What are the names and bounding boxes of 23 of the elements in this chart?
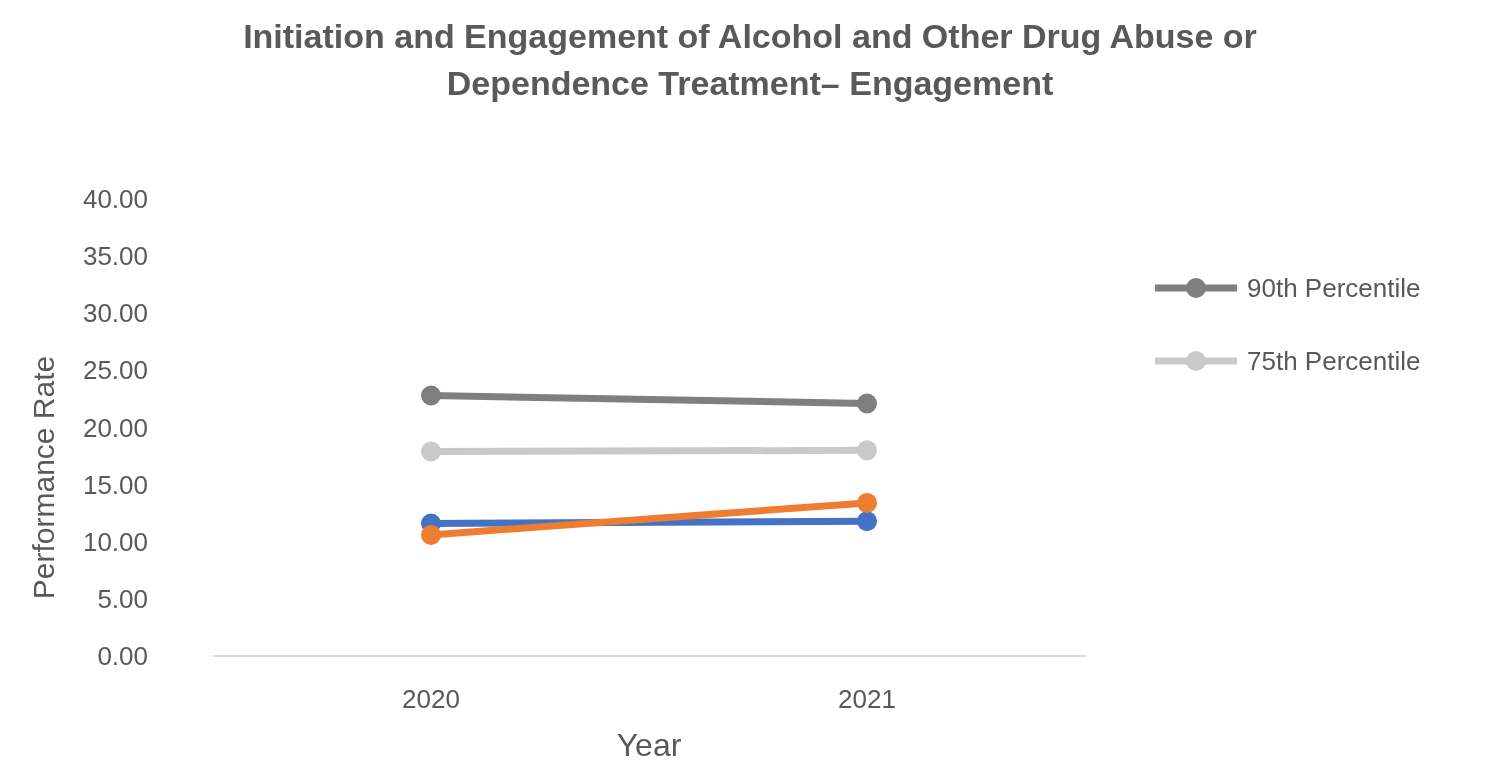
y-tick-label: 0.00 [97, 641, 148, 672]
point [857, 393, 877, 414]
y-tick-label: 10.00 [82, 526, 148, 557]
y-tick-label: 30.00 [82, 298, 148, 329]
y-tick-label: 40.00 [82, 184, 148, 215]
point [421, 524, 441, 545]
point [857, 492, 877, 513]
point [421, 385, 441, 406]
x-tick-label: 2021 [838, 684, 896, 714]
x-tick-label: 2020 [402, 684, 460, 714]
point [857, 511, 877, 532]
y-tick-label: 35.00 [82, 241, 148, 272]
point [857, 440, 877, 461]
y-tick-label: 25.00 [82, 355, 148, 386]
y-tick-label: 5.00 [97, 583, 148, 614]
y-tick-label: 15.00 [82, 469, 148, 500]
chart-title: Initiation and Engagement of Alcohol and Other Drug Abuse or Dependence Treatment– Engagement [243, 17, 1257, 102]
y-tick-label: 20.00 [82, 412, 148, 443]
legend-label: 75th Percentile [1247, 346, 1421, 377]
point [421, 441, 441, 462]
legend-label: 90th Percentile [1247, 273, 1421, 304]
y-axis-title: Performance Rate [27, 355, 60, 600]
x-axis-title: Year [616, 727, 682, 763]
